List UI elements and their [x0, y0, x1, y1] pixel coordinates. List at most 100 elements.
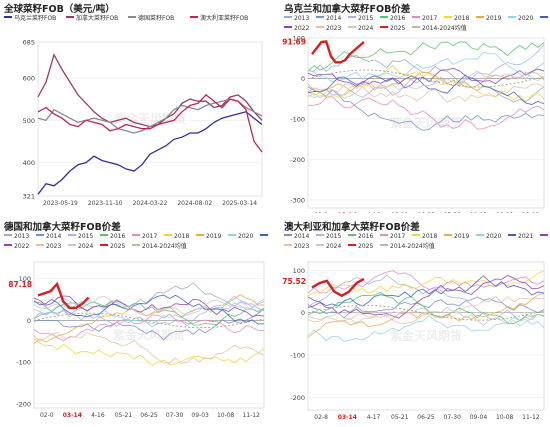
legend-item: 2019	[476, 15, 501, 22]
legend-item: 2015	[348, 15, 373, 22]
series-line-2024	[307, 70, 545, 99]
legend-label: 2019	[206, 233, 221, 240]
legend-label: 2020	[486, 233, 501, 240]
chart-panel-p3: 德国和加拿大菜籽FOB价差 2013 2014 2015 2016 2017 2018 201…	[0, 218, 270, 427]
y-tick-label: 0	[27, 317, 31, 325]
chart-panel-p2: 乌克兰和加拿大菜籽FOB价差 2013 2014 2015 2016 2017 2018 20…	[280, 0, 550, 213]
legend-label: 2014	[46, 233, 61, 240]
legend-item: 2017	[380, 233, 405, 240]
y-tick-label: -200	[16, 400, 31, 408]
legend-item: 德国菜籽FOB	[128, 14, 174, 22]
legend-label: 2015	[358, 15, 373, 22]
y-tick-label: -100	[16, 359, 31, 367]
x-tick-label: 2024-08-02	[177, 200, 212, 207]
legend-item: 2020	[508, 15, 533, 22]
chart-title: 德国和加拿大菜籽FOB价差	[4, 221, 121, 233]
x-tick-label: 07-30	[166, 412, 184, 419]
legend-item: 2014-2024均值	[132, 242, 187, 250]
legend-item: 2024	[348, 25, 373, 32]
legend-item: 2018	[444, 15, 469, 22]
legend-item: 2020	[228, 233, 253, 240]
y-tick-label: 600	[23, 74, 35, 82]
legend-item: 2022	[540, 234, 548, 236]
legend-item: 澳大利亚菜籽FOB	[190, 14, 248, 22]
legend-label: 2020	[238, 233, 253, 240]
y-tick-label: 0	[301, 75, 305, 83]
series-line-2024	[33, 296, 265, 317]
plot-area	[33, 261, 265, 409]
watermark: 紫金天风期货	[113, 327, 185, 342]
legend-item: 加拿大菜籽FOB	[66, 14, 118, 22]
x-tick-label: 03-14	[338, 414, 357, 421]
legend-item: 2022	[4, 243, 29, 250]
legend-item: 2025	[348, 243, 373, 250]
x-tick-label: 10-08	[217, 412, 235, 419]
series-line-2025	[37, 281, 90, 310]
x-tick-label: 2024-03-22	[133, 200, 168, 207]
plot-area	[307, 261, 545, 411]
y-tick-label: 0	[301, 309, 305, 317]
y-tick-label: -300	[290, 196, 305, 204]
series-line-2021	[307, 275, 545, 307]
legend-label: 2016	[110, 233, 125, 240]
legend-label: 2016	[358, 233, 373, 240]
series-line-2014	[307, 86, 545, 131]
legend-item: 2013	[284, 15, 309, 22]
legend-label: 2022	[294, 25, 309, 32]
y-tick-label: 500	[23, 117, 35, 125]
y-tick-label: -200	[290, 394, 305, 402]
series-line-2013	[33, 282, 265, 320]
x-tick-label: 06-25	[417, 414, 435, 421]
legend-label: 2015	[326, 233, 341, 240]
legend-label: 2018	[174, 233, 189, 240]
legend-label: 2020	[518, 15, 533, 22]
legend-item: 2024	[68, 243, 93, 250]
legend-item: 2019	[196, 233, 221, 240]
legend-item: 2021	[260, 234, 268, 236]
series-line-2022	[33, 295, 265, 317]
legend-label: 2013	[294, 15, 309, 22]
x-tick-label: 10-08	[496, 414, 514, 421]
legend-label: 2014	[326, 15, 341, 22]
chart-title: 全球菜籽FOB（美元/吨）	[3, 3, 115, 15]
series-line-2022	[307, 67, 545, 89]
y-tick-label: 100	[293, 267, 305, 275]
x-tick-label: 4-16	[367, 212, 381, 213]
chart-title: 澳大利亚和加拿大菜籽FOB价差	[284, 221, 420, 233]
series-line-2023	[307, 295, 545, 325]
chart-panel-p4: 澳大利亚和加拿大菜籽FOB价差 2014 2015 2016 2017 2018 2019 2…	[280, 218, 550, 427]
legend-item: 2023	[316, 25, 341, 32]
legend-item: 2013	[4, 233, 29, 240]
x-tick-label: 09-03	[470, 212, 488, 213]
legend-item: 2014	[36, 233, 61, 240]
legend-label: 2022	[14, 243, 29, 250]
y-tick-label: -200	[290, 156, 305, 164]
legend-label: 2023	[294, 243, 309, 250]
series-line-0	[37, 111, 263, 195]
legend-item: 2019	[444, 233, 469, 240]
x-tick-label: 07-30	[444, 414, 462, 421]
chart-svg: 全球菜籽FOB（美元/吨）乌克兰菜籽FOB 加拿大菜籽FOB 德国菜籽FOB 澳大利亚…	[3, 3, 263, 207]
series-line-2016	[307, 291, 545, 324]
legend-item: 2014-2024均值	[380, 242, 435, 250]
legend-item: 乌克兰菜籽FOB	[4, 14, 56, 22]
y-tick-label: 100	[293, 35, 305, 43]
watermark: 紫金天风期货	[390, 328, 462, 343]
highlight-value-label: 91.69	[282, 37, 306, 46]
legend-item: 2015	[68, 233, 93, 240]
legend-label: 德国菜籽FOB	[138, 14, 174, 22]
series-line-2019	[307, 292, 545, 339]
x-tick-label: 4-16	[91, 412, 105, 419]
legend-label: 2021	[518, 233, 533, 240]
legend-label: 2018	[454, 15, 469, 22]
legend-label: 2016	[390, 15, 405, 22]
series-line-2020	[307, 51, 545, 83]
series-line-2021	[33, 294, 265, 325]
legend-label: 2017	[422, 15, 437, 22]
series-line-2018	[33, 338, 265, 366]
x-tick-label: 02-8	[314, 414, 328, 421]
series-line-2021	[307, 74, 545, 105]
series-line-2025	[311, 277, 365, 298]
legend-label: 2019	[486, 15, 501, 22]
legend-label: 2014-2024均值	[142, 242, 187, 250]
